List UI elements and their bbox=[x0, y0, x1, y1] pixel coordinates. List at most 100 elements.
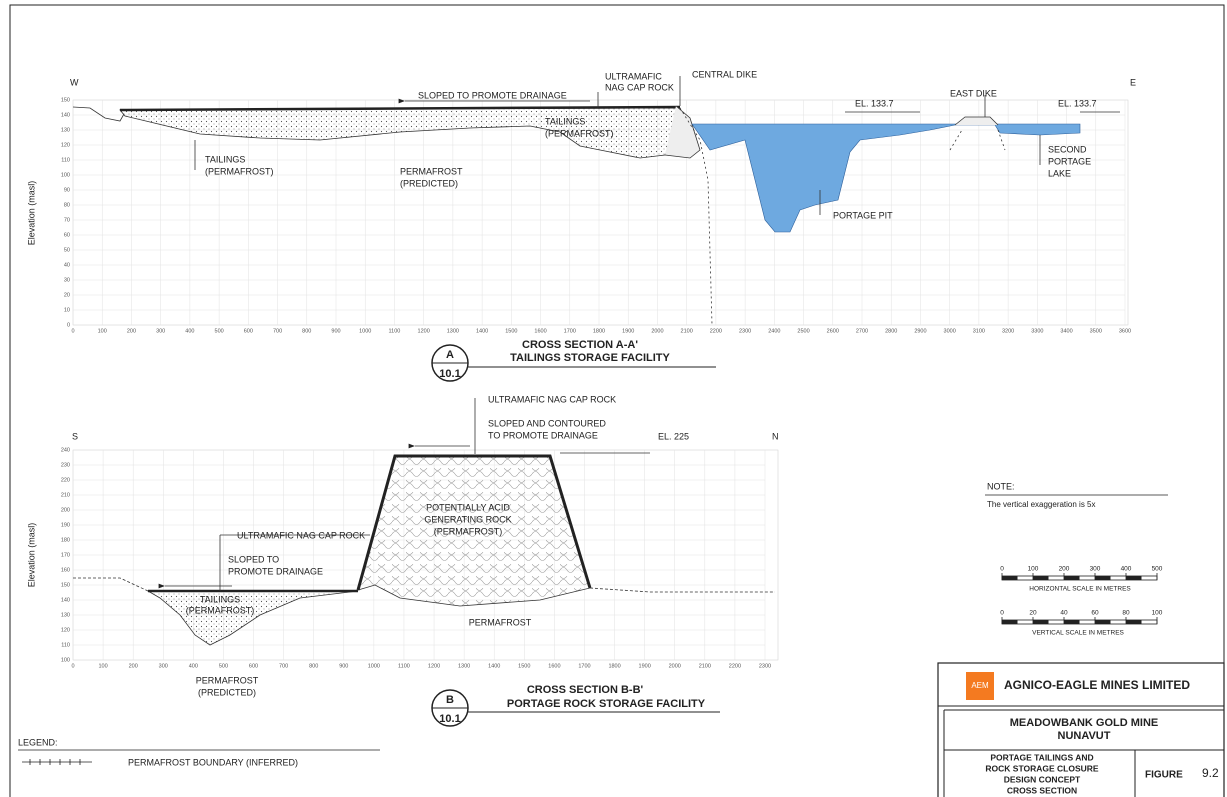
label: (PERMAFROST) bbox=[434, 526, 503, 536]
drawing-title: DESIGN CONCEPT bbox=[1004, 774, 1081, 784]
x-tick-label: 300 bbox=[159, 663, 168, 669]
y-tick-label: 120 bbox=[61, 142, 70, 148]
y-tick-label: 220 bbox=[61, 477, 70, 483]
x-tick-label: 0 bbox=[71, 328, 74, 334]
x-tick-label: 2500 bbox=[797, 328, 809, 334]
y-tick-label: 230 bbox=[61, 462, 70, 468]
scale-tick-label: 0 bbox=[1000, 566, 1004, 573]
scale-tick-label: 200 bbox=[1059, 566, 1070, 573]
label: SLOPED TO bbox=[228, 554, 279, 564]
central-dike bbox=[664, 105, 701, 159]
label: CENTRAL DIKE bbox=[692, 69, 757, 79]
scale-segment bbox=[1033, 620, 1049, 624]
x-tick-label: 1800 bbox=[593, 328, 605, 334]
ground bbox=[73, 577, 775, 593]
y-tick-label: 110 bbox=[61, 642, 70, 648]
label: ULTRAMAFIC NAG CAP ROCK bbox=[488, 394, 616, 404]
x-tick-label: 500 bbox=[219, 663, 228, 669]
x-tick-label: 2700 bbox=[856, 328, 868, 334]
ground-west bbox=[72, 106, 125, 122]
tailings bbox=[146, 590, 359, 646]
x-tick-label: 900 bbox=[331, 328, 340, 334]
legend-symbol bbox=[22, 759, 92, 765]
label: PERMAFROST bbox=[400, 166, 463, 176]
logo bbox=[966, 672, 994, 700]
label: PERMAFROST bbox=[469, 617, 532, 627]
x-tick-label: 400 bbox=[189, 663, 198, 669]
section-b: 0 100 200 300 400 500 600 700 800 900 1000 1100 1200… bbox=[26, 394, 779, 727]
x-tick-label: 200 bbox=[127, 328, 136, 334]
x-tick-label: 1200 bbox=[428, 663, 440, 669]
x-tick-label: 1400 bbox=[476, 328, 488, 334]
logo-text: AEM bbox=[971, 681, 989, 690]
label: TAILINGS bbox=[200, 594, 240, 604]
label: TAILINGS bbox=[545, 116, 585, 126]
figure-number: 9.2 bbox=[1202, 766, 1219, 780]
cap-rock bbox=[119, 105, 681, 112]
y-tick-label: 160 bbox=[61, 567, 70, 573]
y-tick-label: 110 bbox=[61, 157, 70, 163]
scale-tick-label: 400 bbox=[1121, 566, 1132, 573]
scale-tick-label: 300 bbox=[1090, 566, 1101, 573]
label: SLOPED AND CONTOURED bbox=[488, 418, 606, 428]
scale-segment bbox=[1126, 620, 1142, 624]
section-subtitle: PORTAGE ROCK STORAGE FACILITY bbox=[507, 698, 706, 710]
label: NAG CAP ROCK bbox=[605, 82, 674, 92]
note-heading: NOTE: bbox=[987, 481, 1015, 491]
x-tick-label: 1800 bbox=[608, 663, 620, 669]
x-tick-label: 3100 bbox=[973, 328, 985, 334]
callout-ref: 10.1 bbox=[439, 368, 460, 380]
y-tick-label: 70 bbox=[64, 217, 70, 223]
x-tick-label: 900 bbox=[339, 663, 348, 669]
x-tick-label: 1700 bbox=[578, 663, 590, 669]
callout-ref: 10.1 bbox=[439, 713, 460, 725]
y-tick-label: 100 bbox=[61, 172, 70, 178]
x-tick-label: 3400 bbox=[1060, 328, 1072, 334]
x-tick-label: 1600 bbox=[548, 663, 560, 669]
label: EL. 133.7 bbox=[855, 98, 894, 108]
y-tick-label: 130 bbox=[61, 612, 70, 618]
x-tick-label: 1300 bbox=[458, 663, 470, 669]
x-tick-label: 2800 bbox=[885, 328, 897, 334]
scale-segment bbox=[1095, 620, 1111, 624]
label: EL. 225 bbox=[658, 431, 689, 441]
x-tick-label: 600 bbox=[249, 663, 258, 669]
scale-tick-label: 100 bbox=[1028, 566, 1039, 573]
label: (PERMAFROST) bbox=[545, 128, 614, 138]
y-tick-label: 0 bbox=[67, 322, 70, 328]
y-tick-label: 140 bbox=[61, 112, 70, 118]
x-tick-label: 1700 bbox=[564, 328, 576, 334]
y-tick-label: 190 bbox=[61, 522, 70, 528]
label: POTENTIALLY ACID bbox=[426, 502, 510, 512]
x-tick-label: 1400 bbox=[488, 663, 500, 669]
east-dike bbox=[954, 116, 999, 126]
x-tick-label: 400 bbox=[185, 328, 194, 334]
label: PORTAGE PIT bbox=[833, 210, 893, 220]
x-tick-label: 2200 bbox=[729, 663, 741, 669]
label: LAKE bbox=[1048, 168, 1071, 178]
y-tick-label: 20 bbox=[64, 292, 70, 298]
label: (PREDICTED) bbox=[198, 687, 256, 697]
x-tick-label: 3500 bbox=[1090, 328, 1102, 334]
x-tick-label: 2100 bbox=[681, 328, 693, 334]
x-tick-label: 2900 bbox=[914, 328, 926, 334]
x-tick-label: 100 bbox=[98, 328, 107, 334]
x-tick-label: 2100 bbox=[699, 663, 711, 669]
x-tick-label: 300 bbox=[156, 328, 165, 334]
x-tick-label: 0 bbox=[71, 663, 74, 669]
x-tick-label: 2300 bbox=[739, 328, 751, 334]
compass: W bbox=[70, 77, 79, 87]
x-tick-label: 600 bbox=[244, 328, 253, 334]
x-tick-label: 2400 bbox=[768, 328, 780, 334]
title-block: AEM AGNICO-EAGLE MINES LIMITED MEADOWBAN… bbox=[937, 662, 1225, 797]
y-tick-label: 180 bbox=[61, 537, 70, 543]
compass: S bbox=[72, 431, 78, 441]
y-tick-label: 200 bbox=[61, 507, 70, 513]
scale-tick-label: 60 bbox=[1091, 610, 1099, 617]
y-tick-label: 10 bbox=[64, 307, 70, 313]
y-tick-label: 170 bbox=[61, 552, 70, 558]
y-tick-label: 100 bbox=[61, 657, 70, 663]
vertical-scale: 0 20 40 60 80 100 bbox=[1000, 610, 1163, 625]
scale-segment bbox=[1033, 576, 1049, 580]
